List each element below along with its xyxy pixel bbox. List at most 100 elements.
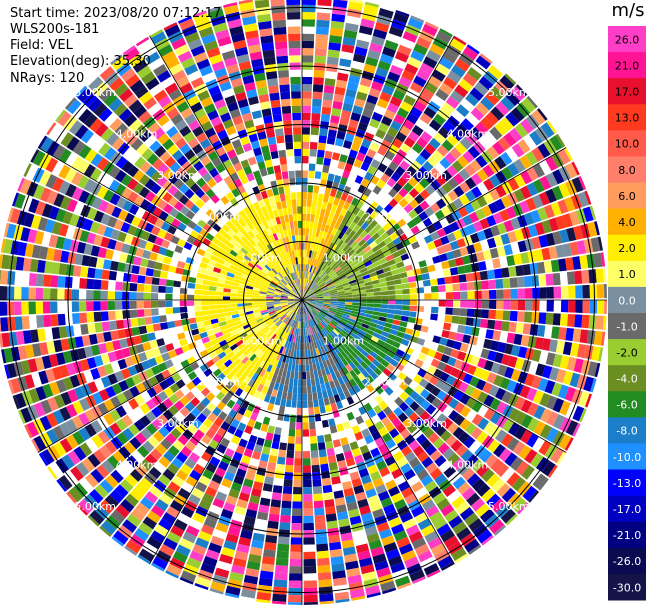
ray-gate	[416, 468, 429, 481]
ray-gate	[424, 480, 438, 493]
ray-gate	[445, 375, 456, 386]
ray-gate	[382, 326, 392, 334]
ray-gate	[170, 235, 180, 245]
ray-gate	[427, 264, 436, 273]
ray-gate	[569, 211, 580, 226]
ray-gate	[176, 544, 191, 557]
ray-gate	[553, 468, 568, 485]
ray-gate	[237, 296, 245, 300]
ray-gate	[456, 25, 473, 40]
ray-gate	[302, 170, 309, 178]
ray-gate	[333, 378, 341, 388]
ray-gate	[485, 111, 499, 126]
ray-gate	[342, 281, 350, 287]
ray-gate	[195, 576, 211, 588]
ray-gate	[343, 95, 355, 105]
ray-gate	[382, 222, 392, 232]
ray-gate	[569, 372, 581, 388]
ray-gate	[507, 355, 518, 368]
ray-gate	[358, 342, 367, 350]
ray-gate	[100, 301, 108, 311]
ray-gate	[470, 199, 482, 211]
ray-gate	[215, 189, 226, 200]
ray-gate	[179, 18, 195, 31]
ray-gate	[261, 282, 270, 288]
ray-gate	[417, 518, 432, 531]
ray-gate	[368, 252, 377, 260]
ray-gate	[333, 197, 341, 206]
ray-gate	[255, 216, 263, 226]
ray-gate	[332, 328, 340, 336]
ray-gate	[311, 310, 317, 317]
ray-gate	[325, 315, 333, 321]
ray-gate	[335, 362, 342, 371]
ray-gate	[537, 377, 549, 392]
ray-gate	[287, 443, 295, 451]
ray-gate	[431, 69, 446, 82]
ray-gate	[100, 375, 112, 388]
ray-gate	[354, 454, 364, 465]
ray-gate	[285, 309, 292, 315]
ray-gate	[186, 95, 200, 107]
ray-gate	[348, 276, 356, 282]
ray-gate	[247, 279, 255, 285]
ray-gate	[288, 282, 294, 289]
ray-gate	[201, 310, 210, 316]
ray-gate	[185, 391, 195, 402]
ray-gate	[234, 203, 243, 213]
ray-gate	[392, 340, 401, 349]
ray-gate	[509, 277, 518, 288]
ray-gate	[212, 250, 221, 258]
ray-gate	[328, 234, 335, 243]
ray-gate	[415, 280, 424, 288]
ray-gate	[134, 432, 147, 445]
ray-gate	[22, 257, 32, 272]
ray-gate	[268, 380, 276, 390]
ray-gate	[33, 402, 46, 418]
ray-gate	[302, 0, 317, 6]
ray-gate	[302, 235, 306, 243]
ray-gate	[305, 335, 309, 343]
ray-gate	[313, 236, 319, 245]
ray-gate	[168, 393, 179, 405]
ray-gate	[443, 243, 453, 253]
ray-gate	[235, 445, 246, 455]
ray-gate	[123, 113, 138, 127]
ray-gate	[456, 527, 472, 541]
ray-gate	[458, 559, 475, 574]
ray-gate	[451, 109, 465, 123]
ray-gate	[130, 273, 139, 283]
ray-gate	[259, 239, 267, 248]
ray-gate	[477, 357, 487, 369]
ray-gate	[324, 382, 331, 391]
ray-gate	[361, 512, 374, 523]
ray-gate	[331, 387, 339, 396]
ray-gate	[303, 501, 313, 509]
ray-gate	[115, 35, 132, 50]
ray-gate	[23, 212, 35, 228]
ray-gate	[338, 518, 350, 528]
ray-gate	[60, 338, 70, 351]
ray-gate	[317, 323, 324, 331]
ray-gate	[352, 53, 366, 64]
ray-gate	[471, 186, 483, 199]
ray-gate	[411, 428, 423, 440]
ray-gate	[353, 375, 362, 385]
ray-gate	[64, 168, 77, 183]
ray-gate	[539, 175, 552, 191]
ray-gate	[72, 265, 82, 277]
ray-gate	[481, 488, 496, 503]
ray-gate	[362, 571, 377, 582]
ray-gate	[351, 288, 359, 292]
ray-gate	[245, 241, 254, 250]
ray-gate	[391, 417, 402, 428]
ray-gate	[273, 266, 280, 274]
ray-gate	[237, 152, 247, 162]
ray-gate	[37, 328, 46, 342]
ray-gate	[49, 381, 61, 396]
ray-gate	[420, 439, 433, 451]
ray-gate	[207, 412, 218, 423]
ray-gate	[190, 204, 200, 214]
ray-gate	[58, 164, 71, 180]
ray-gate	[238, 492, 250, 502]
